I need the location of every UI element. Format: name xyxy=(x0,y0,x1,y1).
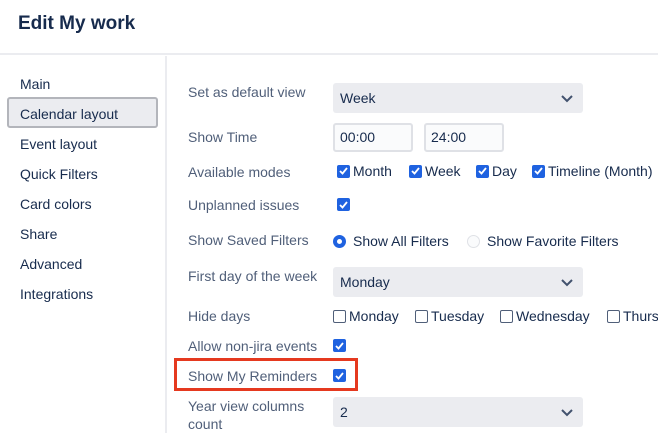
show-all-filters-radio[interactable]: Show All Filters xyxy=(333,233,449,249)
hide-monday-label: Monday xyxy=(349,308,399,324)
hide-wednesday-checkbox[interactable]: Wednesday xyxy=(500,308,590,324)
checkbox-checked-icon xyxy=(337,198,350,211)
checkbox-unchecked-icon xyxy=(500,309,513,323)
year-columns-value: 2 xyxy=(340,404,348,420)
show-all-filters-label: Show All Filters xyxy=(353,233,449,249)
sidebar-item-event-layout[interactable]: Event layout xyxy=(20,136,98,152)
non-jira-events-label: Allow non-jira events xyxy=(188,338,318,354)
mode-week-label: Week xyxy=(425,163,461,179)
hide-thursday-checkbox[interactable]: Thurs xyxy=(607,308,658,324)
show-reminders-checkbox[interactable] xyxy=(333,369,349,382)
radio-unselected-icon xyxy=(467,234,480,248)
year-columns-label: Year view columns count xyxy=(188,397,304,433)
start-time-input[interactable]: 00:00 xyxy=(333,123,413,152)
first-day-value: Monday xyxy=(340,274,390,290)
chevron-down-icon xyxy=(561,397,573,427)
checkbox-checked-icon xyxy=(333,369,346,382)
sidebar-item-main[interactable]: Main xyxy=(20,76,51,92)
hide-monday-checkbox[interactable]: Monday xyxy=(333,308,399,324)
mode-day-label: Day xyxy=(492,163,517,179)
unplanned-issues-checkbox[interactable] xyxy=(337,198,353,211)
sidebar: Main Calendar layout Event layout Quick … xyxy=(0,56,167,433)
first-day-label: First day of the week xyxy=(188,268,318,284)
year-columns-select[interactable]: 2 xyxy=(333,397,583,427)
sidebar-item-card-colors[interactable]: Card colors xyxy=(20,196,92,212)
checkbox-checked-icon xyxy=(337,164,350,178)
hide-days-label: Hide days xyxy=(188,308,251,324)
sidebar-item-calendar-layout[interactable]: Calendar layout xyxy=(7,97,158,128)
hide-thursday-label: Thurs xyxy=(623,308,658,324)
mode-month-label: Month xyxy=(353,163,392,179)
non-jira-events-checkbox[interactable] xyxy=(333,339,349,352)
hide-tuesday-checkbox[interactable]: Tuesday xyxy=(415,308,484,324)
hide-tuesday-label: Tuesday xyxy=(431,308,485,324)
default-view-select[interactable]: Week xyxy=(333,83,583,113)
sidebar-item-share[interactable]: Share xyxy=(20,226,58,242)
show-reminders-label: Show My Reminders xyxy=(188,368,318,384)
hide-wednesday-label: Wednesday xyxy=(516,308,590,324)
first-day-select[interactable]: Monday xyxy=(333,267,583,297)
mode-month-checkbox[interactable]: Month xyxy=(337,163,392,179)
chevron-down-icon xyxy=(561,267,573,297)
default-view-label: Set as default view xyxy=(188,84,306,100)
mode-week-checkbox[interactable]: Week xyxy=(409,163,461,179)
year-columns-label-line1: Year view columns xyxy=(188,398,305,414)
show-favorite-filters-radio[interactable]: Show Favorite Filters xyxy=(467,233,618,249)
page-title: Edit My work xyxy=(18,13,136,34)
chevron-down-icon xyxy=(561,83,573,113)
year-columns-label-line2: count xyxy=(188,416,223,432)
checkbox-checked-icon xyxy=(532,164,545,178)
checkbox-unchecked-icon xyxy=(415,309,428,323)
default-view-value: Week xyxy=(340,90,376,106)
mode-day-checkbox[interactable]: Day xyxy=(476,163,517,179)
unplanned-issues-label: Unplanned issues xyxy=(188,197,300,213)
sidebar-item-quick-filters[interactable]: Quick Filters xyxy=(20,166,98,182)
available-modes-label: Available modes xyxy=(188,164,291,180)
show-time-label: Show Time xyxy=(188,129,258,145)
mode-timeline-label: Timeline (Month) xyxy=(548,163,653,179)
end-time-input[interactable]: 24:00 xyxy=(424,123,504,152)
checkbox-checked-icon xyxy=(476,164,489,178)
show-favorite-filters-label: Show Favorite Filters xyxy=(487,233,619,249)
sidebar-item-integrations[interactable]: Integrations xyxy=(20,286,94,302)
checkbox-unchecked-icon xyxy=(333,309,346,323)
saved-filters-label: Show Saved Filters xyxy=(188,232,309,248)
highlight-box xyxy=(174,358,358,391)
checkbox-checked-icon xyxy=(409,164,422,178)
checkbox-unchecked-icon xyxy=(607,309,620,323)
sidebar-item-advanced[interactable]: Advanced xyxy=(20,256,83,272)
mode-timeline-checkbox[interactable]: Timeline (Month) xyxy=(532,163,653,179)
checkbox-checked-icon xyxy=(333,339,346,352)
radio-selected-icon xyxy=(333,234,346,248)
header: Edit My work xyxy=(0,0,658,55)
